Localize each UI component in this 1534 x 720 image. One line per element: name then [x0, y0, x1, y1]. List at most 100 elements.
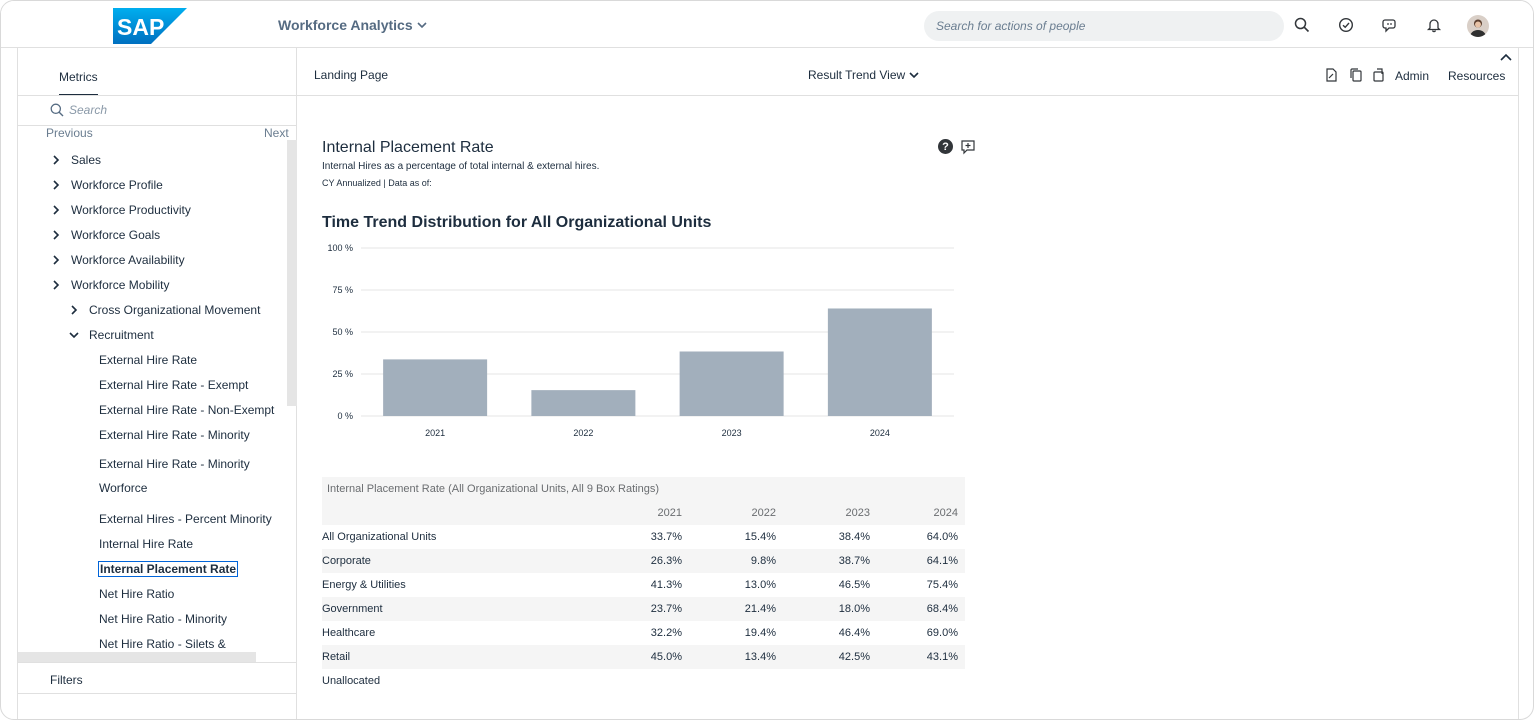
- collapse-header-icon[interactable]: [1499, 52, 1513, 62]
- bar[interactable]: [827, 308, 932, 416]
- row-label: Retail: [322, 651, 351, 663]
- metrics-search-input[interactable]: [69, 103, 269, 117]
- table-cell: 32.2%: [650, 627, 682, 639]
- table-row[interactable]: Unallocated: [322, 669, 965, 693]
- tree-item[interactable]: Sales: [50, 153, 101, 167]
- search-icon[interactable]: [1292, 15, 1312, 35]
- chevron-right-icon[interactable]: [50, 254, 62, 266]
- tree-item[interactable]: Workforce Mobility: [50, 278, 169, 292]
- chevron-right-icon[interactable]: [50, 229, 62, 241]
- tree-vertical-scrollbar[interactable]: [287, 140, 297, 406]
- column-header[interactable]: 2021: [657, 507, 682, 519]
- tree-item[interactable]: Net Hire Ratio: [99, 587, 174, 601]
- sap-logo-icon[interactable]: SAP: [113, 8, 187, 44]
- tree-item[interactable]: Worforce: [99, 481, 147, 495]
- tree-item[interactable]: External Hire Rate - Non-Exempt: [99, 403, 274, 417]
- row-label: Government: [322, 603, 383, 615]
- y-tick-label: 75 %: [332, 285, 353, 295]
- share-icon[interactable]: [1370, 67, 1386, 83]
- table-row[interactable]: Retail 45.0% 13.4% 42.5% 43.1%: [322, 645, 965, 669]
- tab-metrics[interactable]: Metrics: [59, 70, 98, 96]
- column-header[interactable]: 2024: [933, 507, 958, 519]
- results-table: Internal Placement Rate (All Organizatio…: [322, 477, 965, 693]
- table-cell: 38.4%: [838, 531, 870, 543]
- chevron-right-icon[interactable]: [68, 304, 80, 316]
- product-name: Workforce Analytics: [278, 17, 413, 33]
- tree-item-label: Internal Hire Rate: [99, 537, 194, 551]
- table-body: All Organizational Units 33.7% 15.4% 38.4% 6…: [322, 525, 965, 693]
- chevron-down-icon: [417, 22, 427, 29]
- metrics-search[interactable]: [50, 103, 269, 117]
- table-row[interactable]: Energy & Utilities 41.3% 13.0% 46.5% 75.4%: [322, 573, 965, 597]
- table-row[interactable]: Healthcare 32.2% 19.4% 46.4% 69.0%: [322, 621, 965, 645]
- column-header[interactable]: 2022: [751, 507, 776, 519]
- tree-item[interactable]: Workforce Profile: [50, 178, 163, 192]
- next-link[interactable]: Next: [264, 126, 289, 140]
- chevron-right-icon[interactable]: [50, 154, 62, 166]
- row-label: All Organizational Units: [322, 531, 437, 543]
- table-cell: 68.4%: [926, 603, 958, 615]
- tree-item[interactable]: Net Hire Ratio - Silets &: [99, 637, 226, 651]
- bar[interactable]: [531, 390, 636, 416]
- row-label: Unallocated: [322, 675, 381, 687]
- tree-item-label: External Hire Rate - Minority: [99, 428, 250, 442]
- table-row[interactable]: All Organizational Units 33.7% 15.4% 38.4% 6…: [322, 525, 965, 549]
- approvals-icon[interactable]: [1336, 15, 1356, 35]
- export-icon[interactable]: [1323, 67, 1339, 83]
- table-cell: 64.0%: [926, 531, 958, 543]
- product-switcher[interactable]: Workforce Analytics: [278, 17, 427, 33]
- table-cell: 69.0%: [926, 627, 958, 639]
- admin-link[interactable]: Admin: [1395, 69, 1430, 83]
- chevron-right-icon[interactable]: [50, 204, 62, 216]
- global-search[interactable]: [924, 11, 1284, 41]
- view-selector[interactable]: Result Trend View: [808, 68, 919, 82]
- tree-item[interactable]: External Hire Rate - Minority: [99, 428, 250, 442]
- table-row[interactable]: Corporate 26.3% 9.8% 38.7% 64.1%: [322, 549, 965, 573]
- table-cell: 13.0%: [744, 579, 776, 591]
- global-search-input[interactable]: [936, 11, 1272, 41]
- bar[interactable]: [679, 351, 784, 416]
- tree-item[interactable]: Cross Organizational Movement: [68, 303, 260, 317]
- y-tick-label: 25 %: [332, 369, 353, 379]
- tree-item[interactable]: Workforce Productivity: [50, 203, 191, 217]
- user-avatar[interactable]: [1467, 15, 1489, 37]
- previous-link[interactable]: Previous: [46, 126, 93, 140]
- tree-item[interactable]: External Hires - Percent Minority: [99, 512, 272, 526]
- table-row[interactable]: Government 23.7% 21.4% 18.0% 68.4%: [322, 597, 965, 621]
- divider: [18, 95, 297, 96]
- tree-item[interactable]: Internal Placement Rate: [97, 561, 239, 577]
- table-cell: 9.8%: [750, 555, 776, 567]
- chevron-down-icon[interactable]: [68, 329, 80, 341]
- notifications-bell-icon[interactable]: [1424, 15, 1444, 35]
- table-header-row: 2021 2022 2023 2024: [322, 501, 965, 525]
- bar[interactable]: [383, 359, 488, 416]
- copy-icon[interactable]: [1348, 67, 1364, 83]
- resources-link[interactable]: Resources: [1448, 69, 1506, 83]
- chevron-right-icon[interactable]: [50, 179, 62, 191]
- landing-page-link[interactable]: Landing Page: [314, 68, 389, 82]
- table-cell: 45.0%: [650, 651, 682, 663]
- tree-item[interactable]: Net Hire Ratio - Minority: [99, 612, 227, 626]
- row-label: Healthcare: [322, 627, 376, 639]
- add-comment-icon[interactable]: [960, 139, 976, 155]
- tree-item[interactable]: External Hire Rate: [99, 353, 197, 367]
- chevron-right-icon[interactable]: [50, 279, 62, 291]
- table-cell: 26.3%: [650, 555, 682, 567]
- tree-horizontal-scrollbar[interactable]: [18, 652, 256, 662]
- tree-item[interactable]: Workforce Availability: [50, 253, 185, 267]
- table-cell: 42.5%: [838, 651, 870, 663]
- table-cell: 13.4%: [744, 651, 776, 663]
- tree-item[interactable]: Workforce Goals: [50, 228, 160, 242]
- tree-item-label: Workforce Goals: [71, 228, 161, 242]
- tree-item[interactable]: External Hire Rate - Exempt: [99, 378, 248, 392]
- chat-icon[interactable]: [1380, 15, 1400, 35]
- column-header[interactable]: 2023: [845, 507, 870, 519]
- tree-item[interactable]: External Hire Rate - Minority: [99, 457, 250, 471]
- tree-item[interactable]: Recruitment: [68, 328, 154, 342]
- tree-item-label: Net Hire Ratio - Silets &: [99, 637, 226, 651]
- help-icon[interactable]: ?: [938, 139, 953, 154]
- tree-item[interactable]: Internal Hire Rate: [99, 537, 193, 551]
- filters-section[interactable]: Filters: [50, 673, 83, 687]
- table-cell: 38.7%: [838, 555, 870, 567]
